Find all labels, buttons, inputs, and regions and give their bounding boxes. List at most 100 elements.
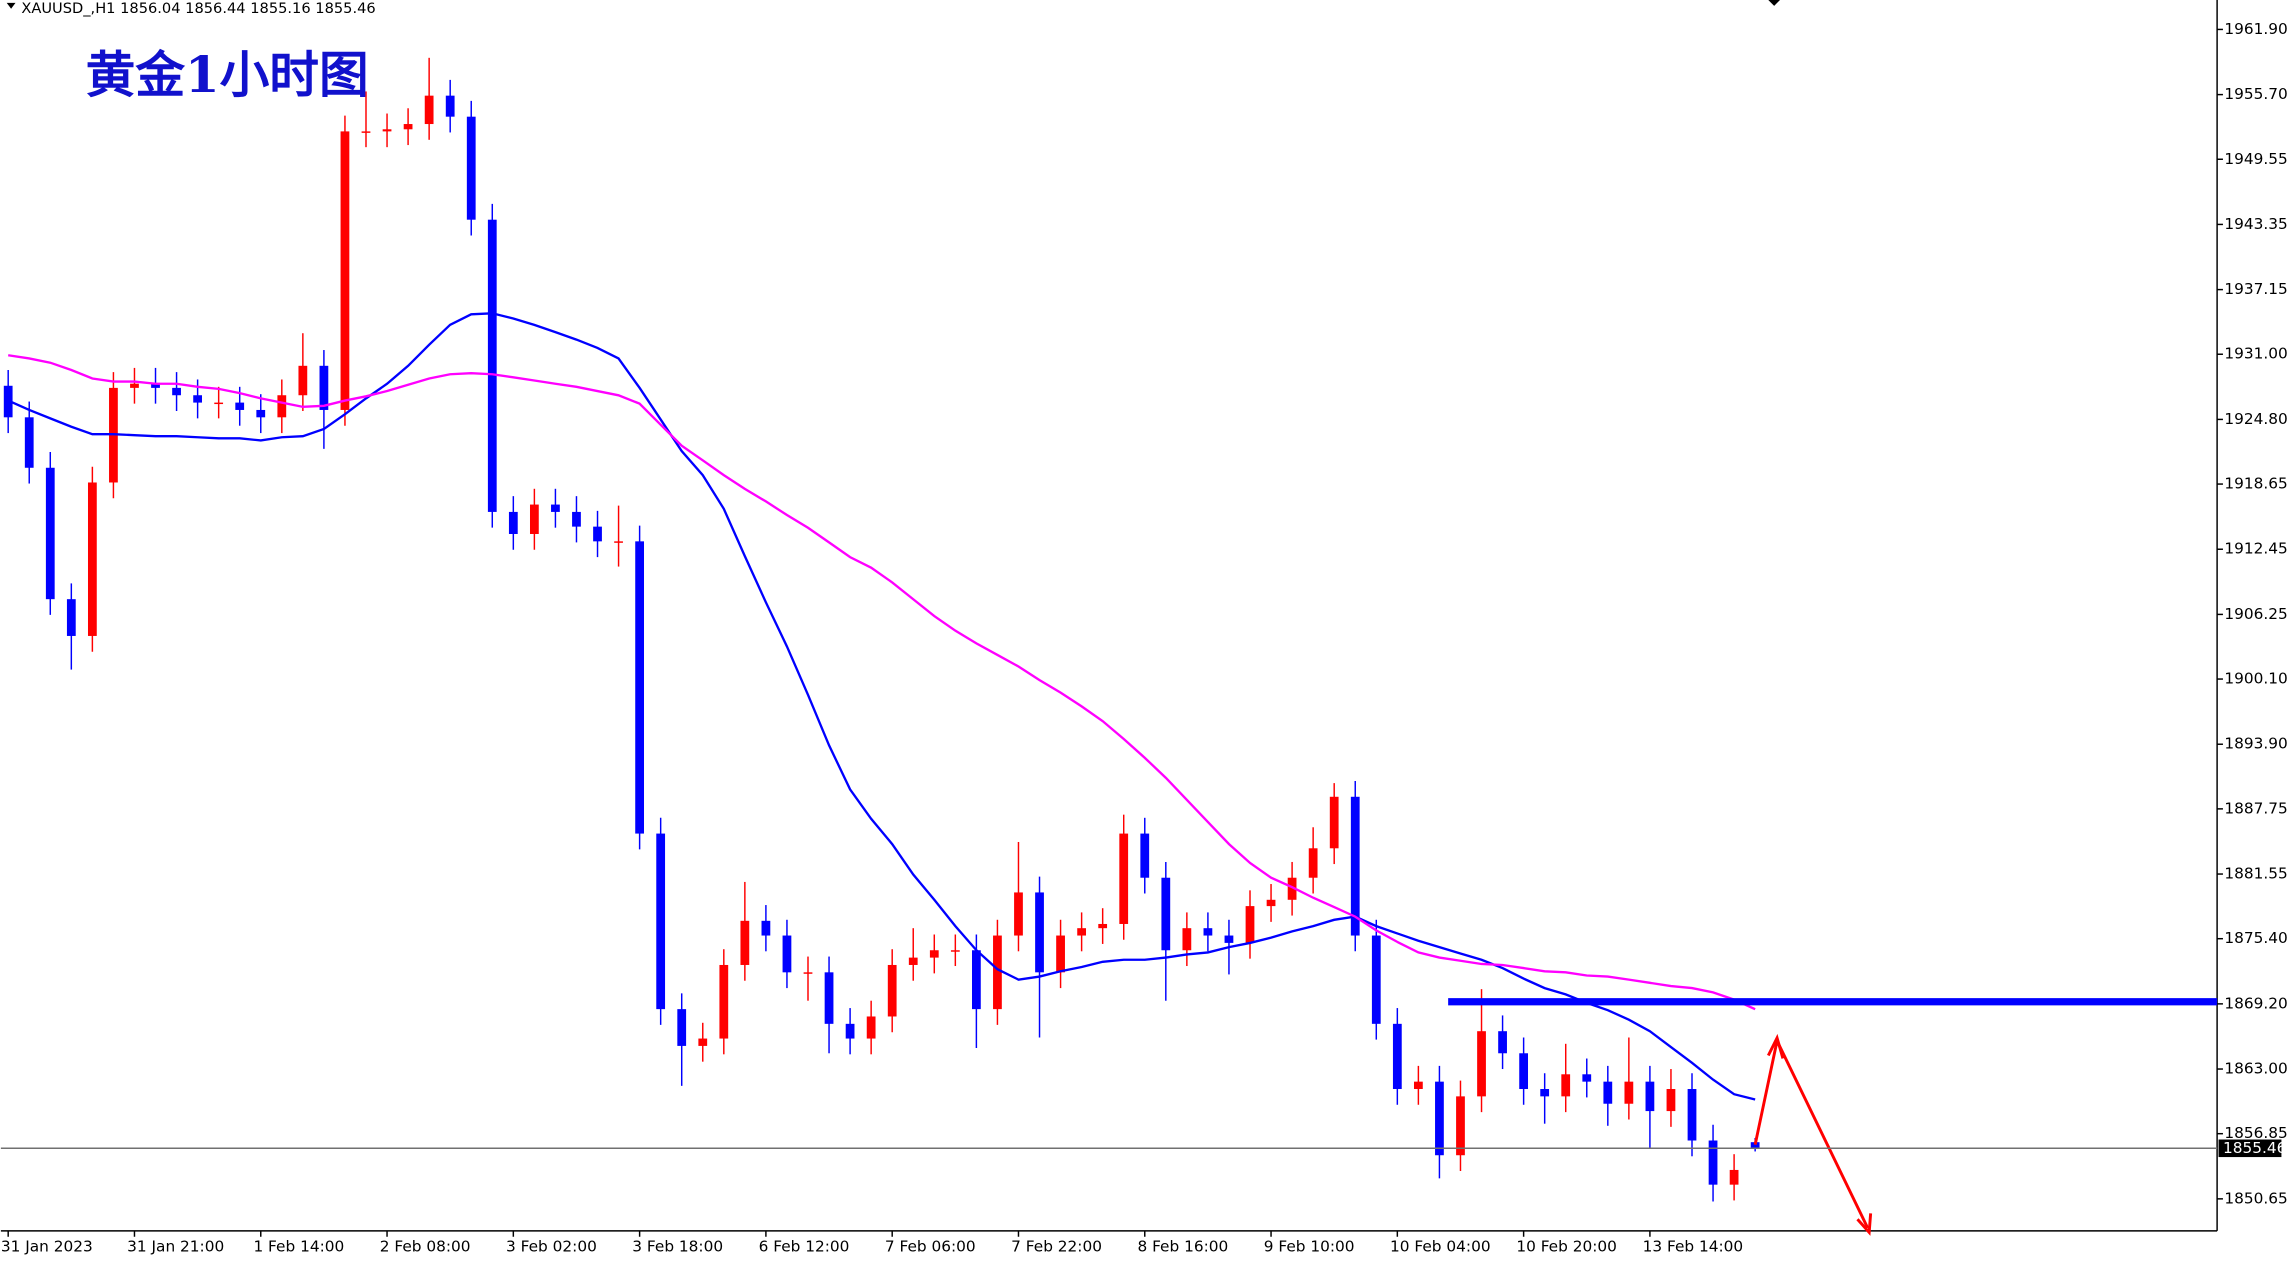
candle-body [824, 972, 834, 1024]
candle-body [1203, 928, 1213, 936]
candle-body [929, 950, 939, 958]
candle-body [1477, 1031, 1486, 1097]
candle-body [1035, 892, 1044, 973]
x-tick-label: 3 Feb 18:00 [632, 1237, 723, 1255]
candle-body [614, 541, 623, 543]
candle-body [1498, 1031, 1507, 1054]
candle-body [1413, 1081, 1423, 1090]
plot-layer [3, 57, 1760, 1202]
candle-body [971, 950, 981, 1010]
candle-body [319, 365, 329, 410]
y-tick-label: 1906.25 [2224, 605, 2287, 623]
candle-body [887, 964, 897, 1017]
y-tick-label: 1931.00 [2224, 345, 2287, 363]
y-tick-label: 1924.80 [2224, 410, 2287, 428]
y-tick-label: 1949.55 [2224, 150, 2287, 168]
y-tick-label: 1912.45 [2224, 540, 2287, 558]
forecast-arrow [1753, 1033, 1873, 1236]
y-tick-label: 1887.75 [2224, 799, 2287, 817]
candle-body [235, 402, 245, 410]
header: XAUUSD_,H1 1856.04 1856.44 1855.16 1855.… [21, 0, 375, 17]
candle-body [45, 467, 55, 600]
candle-body [298, 365, 308, 396]
candle-body [466, 116, 476, 220]
y-tick-label: 1869.20 [2224, 994, 2287, 1012]
candle-body [993, 935, 1002, 1010]
candle-body [487, 219, 497, 512]
candle-body [529, 504, 539, 534]
candle-body [424, 95, 434, 125]
candle-body [151, 383, 160, 388]
candle-body [130, 383, 139, 388]
candle-body [1624, 1081, 1634, 1104]
candle-body [656, 833, 666, 1010]
candle-body [1582, 1074, 1592, 1082]
marker [1768, 0, 1780, 6]
y-tick-label: 1893.90 [2224, 735, 2287, 753]
candle-body [1519, 1053, 1529, 1090]
candle-body [1645, 1081, 1655, 1112]
moving-average [8, 354, 1756, 1011]
candle-body [677, 1009, 687, 1046]
candle-body [24, 417, 34, 468]
x-tick-label: 9 Feb 10:00 [1264, 1237, 1355, 1255]
candle-body [1666, 1089, 1676, 1112]
candle-body [1182, 928, 1192, 951]
x-tick-label: 6 Feb 12:00 [759, 1237, 850, 1255]
x-tick-label: 3 Feb 02:00 [506, 1237, 597, 1255]
candle-body [1014, 892, 1023, 936]
candle-body [1687, 1089, 1697, 1141]
candle-body [866, 1016, 876, 1039]
moving-average [7, 312, 1756, 1101]
candle-body [256, 409, 266, 418]
candle-body [1750, 1142, 1760, 1149]
candle-body [1245, 906, 1255, 943]
candle-body [1561, 1074, 1571, 1097]
arrow-head-down [1856, 1213, 1873, 1236]
candle-body [403, 124, 413, 130]
x-tick-label: 1 Feb 14:00 [253, 1237, 344, 1255]
candle-body [277, 395, 287, 418]
y-tick-label: 1875.40 [2224, 929, 2287, 947]
candle-body [1161, 877, 1171, 951]
x-tick-label: 13 Feb 14:00 [1643, 1237, 1744, 1255]
candle-body [1708, 1140, 1718, 1185]
candle-body [593, 526, 602, 542]
x-tick-label: 31 Jan 21:00 [127, 1237, 224, 1255]
candle-body [1392, 1023, 1402, 1090]
candle-body [551, 504, 560, 512]
candle-body [803, 972, 813, 974]
candle-body [1329, 796, 1339, 849]
current-price-box [2218, 1139, 2282, 1158]
candle-body [1308, 848, 1318, 878]
candle-body [1266, 899, 1276, 907]
candle-body [193, 395, 203, 403]
candle-body [340, 131, 350, 410]
candle-body [87, 482, 97, 636]
candle-body [1287, 877, 1297, 900]
x-tick-label: 2 Feb 08:00 [380, 1237, 471, 1255]
y-tick-label: 1850.65 [2224, 1189, 2287, 1207]
candle-body [1056, 935, 1065, 973]
candle-body [950, 950, 960, 952]
candle-body [572, 511, 581, 527]
candle-body [719, 964, 729, 1039]
candle-body [214, 402, 224, 405]
candle-body [698, 1038, 708, 1046]
x-tick-label: 7 Feb 22:00 [1011, 1237, 1102, 1255]
candle-body [445, 95, 455, 117]
x-tick-label: 31 Jan 2023 [1, 1237, 93, 1255]
candle-body [635, 541, 645, 834]
candle-body [740, 920, 750, 965]
candle-body [1140, 833, 1150, 878]
candle-body [908, 957, 918, 965]
candle-body [1540, 1089, 1550, 1097]
y-tick-label: 1881.55 [2224, 865, 2287, 883]
y-tick-label: 1863.00 [2224, 1060, 2287, 1078]
candle-body [172, 387, 181, 396]
candle-body [1435, 1081, 1444, 1156]
candle-body [1077, 928, 1087, 936]
